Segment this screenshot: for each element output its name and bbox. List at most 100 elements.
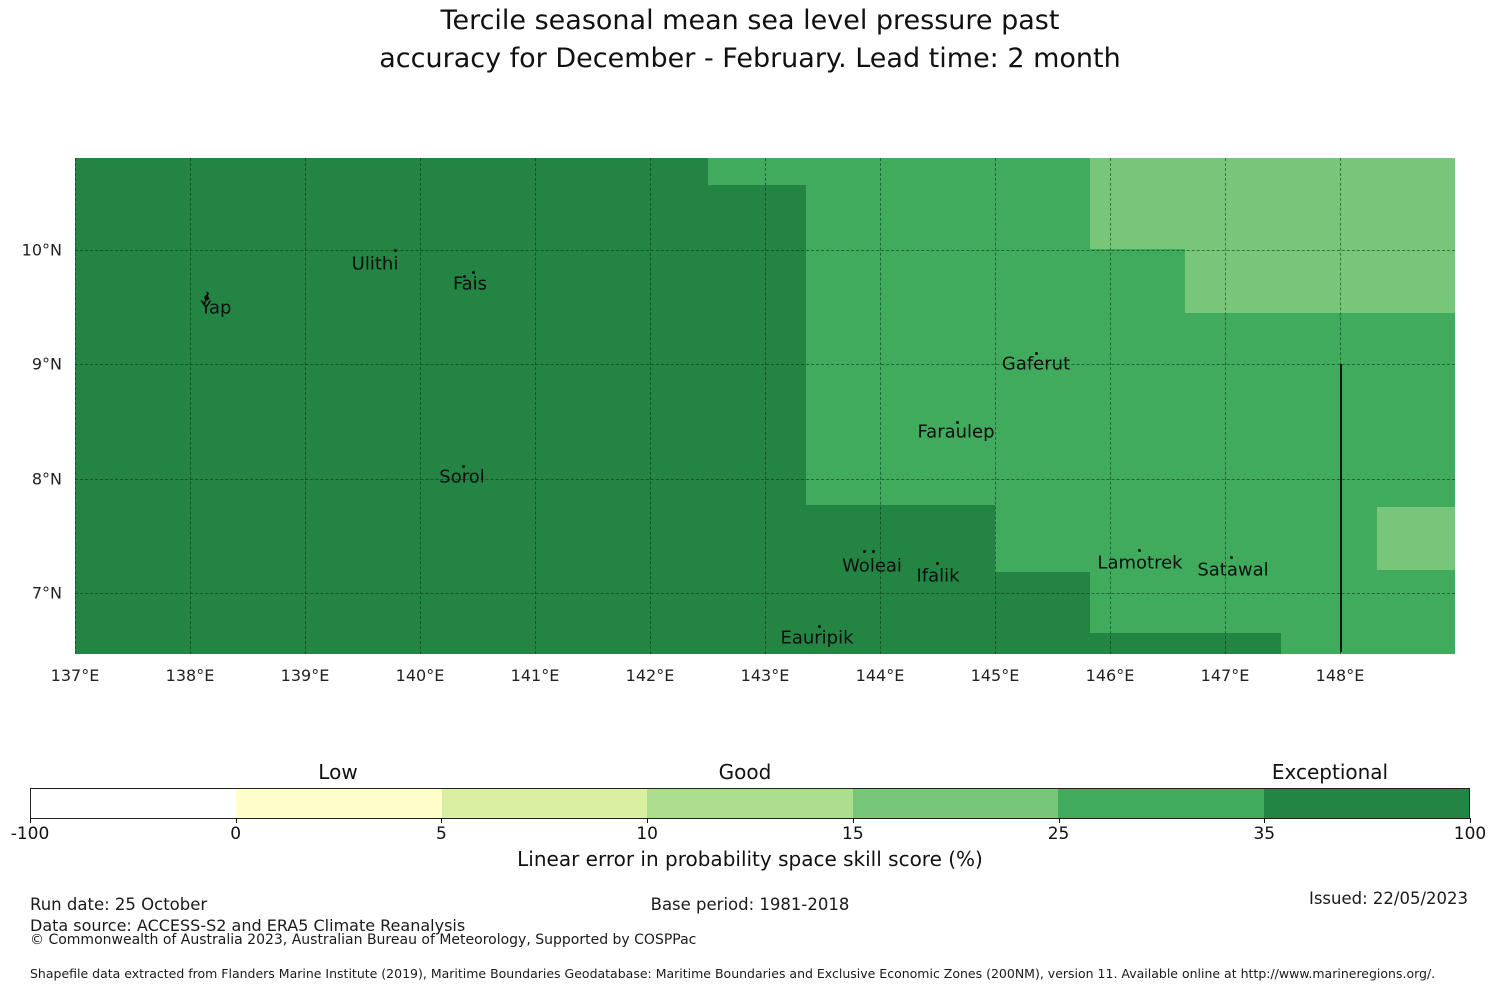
y-tick-label: 8°N [31,469,62,489]
island-marker-dot [1138,549,1141,552]
data-source-text: Data source: ACCESS-S2 and ERA5 Climate … [30,916,466,935]
island-marker-dot [1035,352,1038,355]
issued-date-text: Issued: 22/05/2023 [1308,889,1468,908]
colorbar-tick-label: -100 [10,824,50,844]
colorbar-tick-label: 100 [1453,824,1487,844]
run-date-text: Run date: 25 October [30,895,208,914]
colorbar-tick-label: 15 [842,824,864,844]
island-label: Faraulep [917,421,995,443]
meridian-gridline [995,158,996,654]
island-marker-dot [863,550,866,553]
colorbar-tick-label: 35 [1253,824,1276,844]
island-label: Lamotrek [1097,552,1183,574]
colorbar-tick-mark [852,818,854,823]
meridian-gridline [1110,158,1111,654]
colorbar-segment [441,789,648,818]
meridian-gridline [1225,158,1226,654]
x-tick-label: 137°E [50,666,100,685]
y-tick-label: 7°N [31,583,62,603]
x-tick-label: 141°E [510,666,560,685]
colorbar-segment [1263,789,1469,818]
colorbar-tick-label: 0 [230,824,242,844]
colorbar-tick-mark [235,818,237,823]
colorbar [30,788,1470,819]
x-tick-label: 138°E [165,666,215,685]
y-tick-label: 9°N [31,354,62,374]
eez-boundary-line [1340,364,1342,652]
shapefile-note: Shapefile data extracted from Flanders M… [30,966,1436,981]
island-label: Eauripik [780,627,854,649]
colorbar-segment [236,789,442,818]
parallel-gridline [75,364,1455,365]
colorbar-segment [31,789,237,818]
parallel-gridline [75,479,1455,480]
island-label: Gaferut [1001,353,1071,375]
skill-region-dark [1090,633,1281,654]
colorbar-segment [1058,789,1264,818]
skill-region-light [1090,158,1455,249]
colorbar-qualitative-label: Good [718,760,772,784]
colorbar-tick-label: 5 [436,824,447,844]
island-marker-dot [872,550,875,553]
parallel-gridline [75,250,1455,251]
skill-region-dark [995,572,1090,654]
island-label: Sorol [439,466,485,488]
x-tick-label: 147°E [1200,666,1250,685]
x-tick-label: 139°E [280,666,330,685]
x-tick-label: 146°E [1085,666,1135,685]
meridian-gridline [535,158,536,654]
island-label: Woleai [842,555,902,577]
meridian-gridline [75,158,76,654]
colorbar-tick-mark [441,818,443,823]
meridian-gridline [880,158,881,654]
island-marker-dot [956,421,959,424]
parallel-gridline [75,593,1455,594]
yap-island-shape [200,290,214,310]
island-marker-dot [818,625,821,628]
skill-region-dark [75,185,806,505]
x-tick-label: 145°E [970,666,1020,685]
island-label: Fais [452,273,488,295]
meridian-gridline [190,158,191,654]
colorbar-segment [852,789,1059,818]
title-line2: accuracy for December - February. Lead t… [379,43,1121,74]
colorbar-tick-mark [1264,818,1266,823]
colorbar-qualitative-label: Exceptional [1271,760,1389,784]
island-label: Satawal [1197,559,1269,581]
colorbar-tick-mark [1058,818,1060,823]
colorbar-caption: Linear error in probability space skill … [517,847,983,871]
colorbar-tick-mark [647,818,649,823]
meridian-gridline [420,158,421,654]
skill-region-light [1377,507,1455,570]
meridian-gridline [765,158,766,654]
skill-region-light [1185,249,1455,313]
island-label: Yap [200,297,232,319]
copyright-text: © Commonwealth of Australia 2023, Austra… [30,932,697,948]
colorbar-tick-label: 10 [636,824,658,844]
colorbar-segment [647,789,853,818]
island-marker-dot [394,249,397,252]
title-line1: Tercile seasonal mean sea level pressure… [440,5,1060,36]
colorbar-tick-label: 25 [1047,824,1070,844]
x-tick-label: 144°E [855,666,905,685]
base-period-text: Base period: 1981-2018 [650,895,850,914]
x-tick-label: 142°E [625,666,675,685]
island-marker-dot [463,275,466,278]
island-marker-dot [472,271,475,274]
island-marker-dot [462,465,465,468]
colorbar-tick-mark [1470,818,1471,823]
meridian-gridline [305,158,306,654]
x-tick-label: 140°E [395,666,445,685]
figure-title: Tercile seasonal mean sea level pressure… [0,2,1500,78]
map-plot[interactable]: Yap Ulithi Fais Sorol Gaferut Faraulep Woleai I… [75,158,1455,654]
x-tick-label: 143°E [740,666,790,685]
island-label: Ulithi [351,253,399,275]
y-tick-label: 10°N [21,240,62,260]
skill-region-dark [75,158,708,185]
island-marker-dot [936,562,939,565]
x-tick-label: 148°E [1315,666,1365,685]
colorbar-tick-mark [30,818,31,823]
island-label: Ifalik [916,565,960,587]
island-marker-dot [1230,556,1233,559]
